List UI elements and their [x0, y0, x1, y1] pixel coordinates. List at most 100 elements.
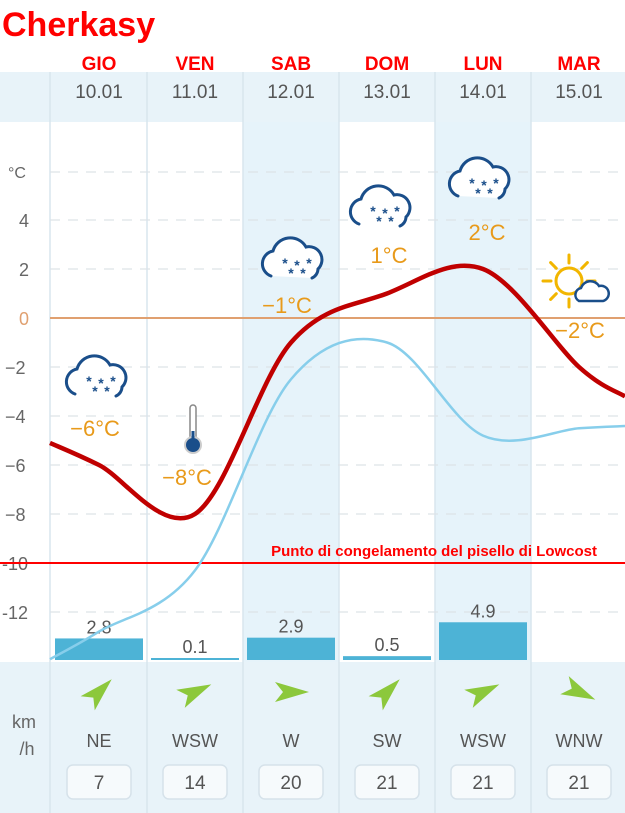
snowflake-icon: * — [376, 213, 382, 229]
snowflake-icon: * — [493, 175, 499, 191]
wind-direction: W — [283, 731, 300, 751]
sun-cloud-icon — [541, 253, 610, 309]
wind-speed-box — [66, 764, 132, 800]
precip-bar — [343, 656, 431, 660]
y-tick-label: 0 — [19, 309, 29, 329]
precip-label: 0.5 — [374, 635, 399, 655]
wind-arrow-icon — [80, 679, 112, 711]
wind-speed-box — [258, 764, 324, 800]
snowflake-icon: * — [370, 203, 376, 219]
y-tick-label: -12 — [2, 603, 28, 623]
snowflake-icon: * — [92, 383, 98, 399]
wind-arrow-icon — [176, 684, 212, 708]
date-label: 11.01 — [172, 82, 218, 103]
temp-label: −2°C — [555, 318, 605, 343]
snowflake-icon: * — [382, 205, 388, 221]
precip-bar — [247, 637, 335, 660]
y-tick-label: 4 — [19, 211, 29, 231]
wind-row: NE 7 WSW 14 W 20 SW 21 WSW 21 WNW 21 — [66, 676, 612, 800]
snowflake-icon: * — [282, 255, 288, 271]
precip-bar — [151, 658, 239, 660]
wind-speed: 20 — [280, 773, 301, 794]
wind-arrow-icon — [560, 676, 596, 700]
y-tick-label: 2 — [19, 260, 29, 280]
wind-unit-h: /h — [19, 739, 34, 759]
wind-arrow-icon — [464, 684, 500, 708]
snowflake-icon: * — [487, 185, 493, 201]
date-strip — [0, 72, 625, 122]
wind-arrow-icon — [275, 682, 309, 702]
snowflake-icon: * — [481, 177, 487, 193]
precip-label: 2.8 — [86, 617, 111, 637]
snowflake-icon: * — [104, 383, 110, 399]
snowflake-icon: * — [469, 175, 475, 191]
snowflake-icon: * — [306, 255, 312, 271]
precip-bars: 2.8 0.1 2.9 0.5 4.9 — [55, 601, 527, 660]
wind-speed-box — [450, 764, 516, 800]
snowflake-icon: * — [110, 373, 116, 389]
snow-cloud-icon: * * ** * — [64, 354, 128, 399]
temp-label: −6°C — [70, 416, 120, 441]
snowflake-icon: * — [294, 257, 300, 273]
wind-speed: 7 — [94, 773, 105, 794]
y-tick-label: −4 — [5, 407, 26, 427]
date-label: 13.01 — [363, 82, 411, 103]
snow-cloud-icon: * * ** * — [348, 184, 412, 229]
snowflake-icon: * — [475, 185, 481, 201]
min-temp-line — [49, 337, 625, 661]
precip-label: 4.9 — [470, 601, 495, 621]
grid-lines — [50, 171, 625, 613]
temp-label: 2°C — [469, 220, 506, 245]
y-tick-label: −8 — [5, 505, 26, 525]
day-of-week: SAB — [271, 54, 311, 75]
snowflake-icon: * — [300, 265, 306, 281]
city-title: Cherkasy — [2, 6, 155, 44]
date-label: 14.01 — [459, 82, 507, 103]
date-label: 15.01 — [555, 82, 603, 103]
wind-direction: WNW — [556, 731, 603, 751]
threshold-label: Punto di congelamento del pisello di Low… — [271, 543, 597, 560]
day-headers: GIO 10.01 VEN 11.01 SAB 12.01 DOM 13.01 LUN 14.01… — [75, 54, 603, 103]
wind-unit-km: km — [12, 712, 36, 732]
wind-speed: 21 — [568, 773, 589, 794]
date-label: 12.01 — [267, 82, 315, 103]
day-of-week: MAR — [557, 54, 601, 75]
temp-label: 1°C — [371, 243, 408, 268]
wind-speed-box — [546, 764, 612, 800]
precip-bar — [439, 622, 527, 660]
snowflake-icon: * — [86, 373, 92, 389]
y-axis-unit: °C — [8, 165, 26, 182]
day-of-week: DOM — [365, 54, 409, 75]
wind-direction: NE — [86, 731, 111, 751]
wind-direction: SW — [373, 731, 402, 751]
wind-arrow-icon — [368, 679, 400, 711]
weather-icons: * * ** *−6°C−8°C* * ** *−1°C* * ** *1°C* * ** *2°C−2… — [64, 156, 610, 490]
wind-speed-box — [162, 764, 228, 800]
temp-label: −8°C — [162, 465, 212, 490]
y-tick-label: −2 — [5, 358, 26, 378]
snowflake-icon: * — [98, 375, 104, 391]
precip-label: 0.1 — [182, 637, 207, 657]
thermometer-cold-icon — [184, 404, 202, 454]
day-of-week: GIO — [82, 54, 117, 75]
snowflake-icon: * — [394, 203, 400, 219]
snowflake-icon: * — [388, 213, 394, 229]
wind-direction: WSW — [460, 731, 506, 751]
precip-label: 2.9 — [278, 617, 303, 637]
wind-speed: 21 — [376, 773, 397, 794]
snowflake-icon: * — [288, 265, 294, 281]
day-of-week: VEN — [175, 54, 214, 75]
wind-direction: WSW — [172, 731, 218, 751]
wind-speed: 14 — [184, 773, 206, 794]
wind-speed-box — [354, 764, 420, 800]
day-of-week: LUN — [463, 54, 502, 75]
snow-cloud-icon: * * ** * — [447, 156, 511, 201]
wind-speed: 21 — [472, 773, 493, 794]
snow-cloud-icon: * * ** * — [260, 236, 324, 281]
y-tick-label: −6 — [5, 456, 26, 476]
column-dividers — [49, 72, 532, 813]
temp-label: −1°C — [262, 293, 312, 318]
max-temp-line — [49, 263, 625, 521]
